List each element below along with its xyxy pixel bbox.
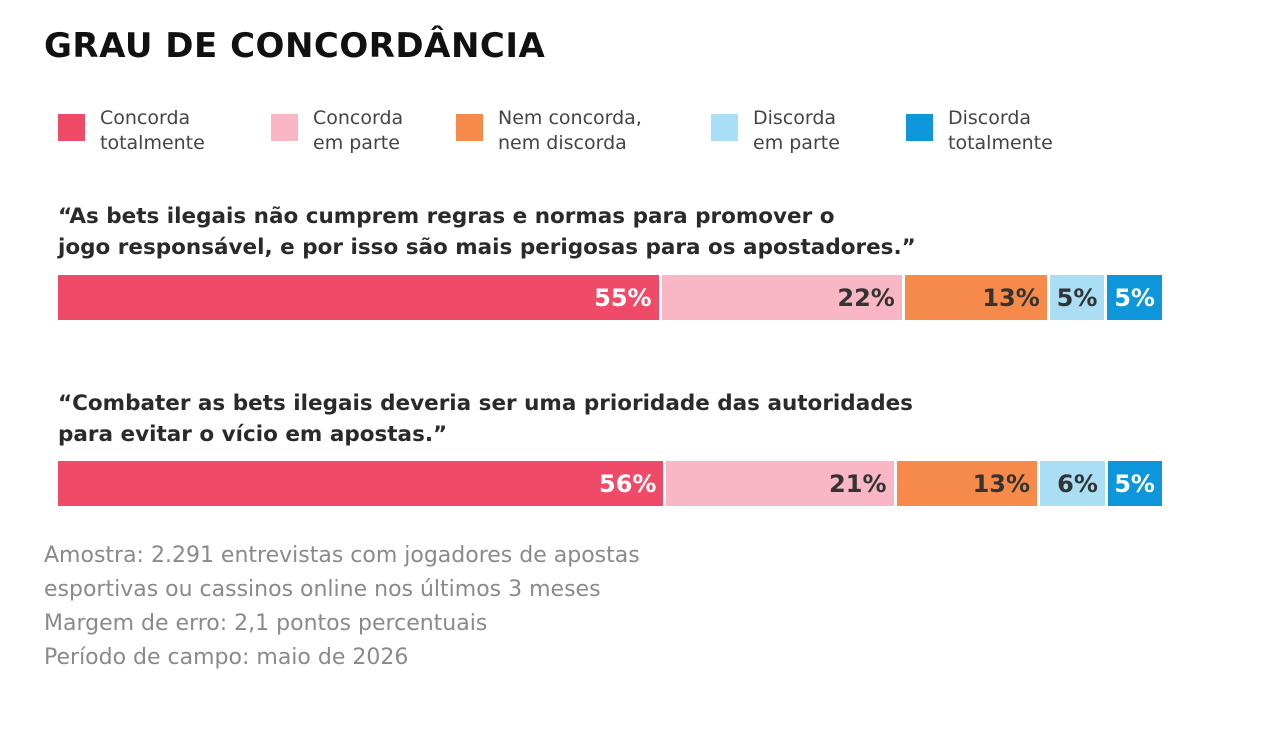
legend-item-3: Nem concorda, nem discorda	[456, 106, 642, 156]
bar-row-1: 55% 22% 13% 5% 5%	[58, 275, 1162, 320]
legend-swatch-5	[906, 114, 933, 141]
footnote: Amostra: 2.291 entrevistas com jogadores…	[44, 539, 640, 675]
legend-label-2: Concorda em parte	[313, 107, 404, 154]
legend-swatch-3	[456, 114, 483, 141]
data-label-2-3: 13%	[972, 469, 1031, 498]
data-label-1-3: 13%	[982, 283, 1040, 312]
chart-title: GRAU DE CONCORDÂNCIA	[44, 26, 546, 66]
legend-label-1: Concorda totalmente	[100, 107, 205, 154]
legend: Concorda totalmente Concorda em parte Nem …	[58, 106, 1158, 166]
data-label-2-5: 5%	[1114, 469, 1155, 498]
bar-row-2: 56% 21% 13% 6% 5%	[58, 461, 1162, 506]
legend-swatch-1	[58, 114, 85, 141]
footnote-line-margin: Margem de erro: 2,1 pontos percentuais	[44, 611, 488, 636]
legend-label-4: Discorda em parte	[753, 107, 840, 154]
data-label-2-1: 56%	[599, 469, 657, 498]
bar-segment-1-2: 22%	[661, 275, 902, 320]
footnote-line-sample: Amostra: 2.291 entrevistas com jogadores…	[44, 543, 640, 568]
footnote-line-sample-cont: esportivas ou cassinos online nos último…	[44, 577, 601, 602]
bar-segment-1-1: 55%	[58, 275, 659, 320]
data-label-1-2: 22%	[837, 283, 895, 312]
data-label-1-1: 55%	[594, 283, 652, 312]
bar-segment-1-3: 13%	[904, 275, 1047, 320]
legend-item-5: Discorda totalmente	[906, 106, 1053, 156]
data-label-1-5: 5%	[1114, 283, 1155, 312]
legend-swatch-4	[711, 114, 738, 141]
legend-item-4: Discorda em parte	[711, 106, 840, 156]
data-label-2-2: 21%	[829, 469, 887, 498]
legend-item-2: Concorda em parte	[271, 106, 403, 156]
data-label-1-4: 5%	[1056, 283, 1098, 312]
legend-label-3: Nem concorda, nem discorda	[498, 107, 642, 154]
bar-segment-2-2: 21%	[666, 461, 894, 506]
bar-segment-2-5: 5%	[1107, 461, 1162, 506]
question-2: “Combater as bets ilegais deveria ser um…	[58, 391, 913, 447]
footnote-line-period: Período de campo: maio de 2026	[44, 645, 409, 670]
bar-segment-2-1: 56%	[58, 461, 664, 506]
legend-swatch-2	[271, 114, 298, 141]
bar-segment-1-4: 5%	[1049, 275, 1105, 320]
bar-segment-2-3: 13%	[896, 461, 1038, 506]
bar-segment-1-5: 5%	[1107, 275, 1162, 320]
legend-label-5: Discorda totalmente	[948, 107, 1053, 154]
bar-segment-2-4: 6%	[1040, 461, 1105, 506]
data-label-2-4: 6%	[1057, 469, 1098, 498]
legend-item-1: Concorda totalmente	[58, 106, 205, 156]
question-1: “As bets ilegais não cumprem regras e no…	[58, 204, 916, 260]
